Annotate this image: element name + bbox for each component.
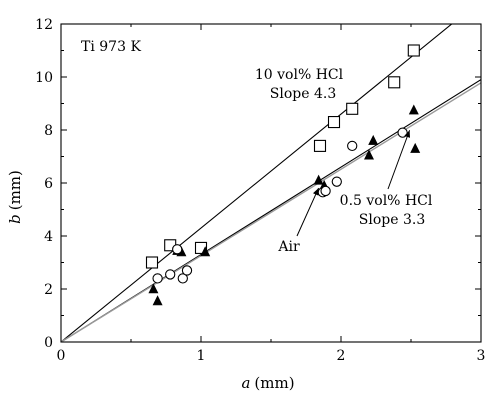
square-marker (327, 116, 341, 129)
square-marker (145, 256, 159, 269)
air-label: Air (277, 239, 300, 255)
air-arrow-head (312, 188, 319, 196)
circle-marker (152, 273, 163, 284)
y-tick-label: 2 (44, 282, 53, 298)
y-tick-label: 10 (35, 70, 53, 86)
circle-marker (320, 185, 331, 197)
triangle-marker (200, 246, 211, 257)
y-tick-label: 12 (35, 17, 53, 33)
square-marker (407, 44, 420, 57)
y-tick-label: 4 (44, 229, 53, 245)
circle-marker (331, 176, 342, 187)
square-marker (388, 76, 401, 89)
condition-label: Ti 973 K (81, 39, 141, 55)
hcl05-label: 0.5 vol% HCl (340, 193, 433, 209)
circle-marker (177, 273, 188, 284)
triangle-marker (148, 283, 159, 294)
fit-line-1 (61, 24, 453, 342)
fit-line-3 (61, 82, 481, 342)
fit-lines (61, 24, 481, 342)
y-axis-label: b(mm) (6, 170, 24, 224)
hcl05-arrow (387, 130, 411, 190)
triangle-marker (410, 142, 421, 153)
circle-marker (172, 244, 183, 255)
air-arrow (296, 187, 320, 237)
square-marker (313, 139, 327, 152)
triangle-marker (152, 295, 163, 306)
y-tick-label: 0 (44, 335, 53, 351)
hcl10-label: 10 vol% HCl (255, 67, 344, 83)
square-marker (346, 102, 359, 115)
x-tick-label: 1 (197, 348, 206, 364)
circle-marker (397, 127, 408, 138)
triangle-marker (364, 149, 374, 160)
hcl05-slope-label: Slope 3.3 (359, 212, 425, 228)
triangle-marker (313, 174, 324, 185)
triangle-marker (368, 134, 379, 145)
x-tick-label: 2 (337, 348, 346, 364)
circle-marker (347, 140, 358, 152)
triangle-marker (408, 104, 419, 115)
hcl05-arrow-head (404, 130, 411, 138)
y-tick-label: 8 (44, 123, 53, 139)
circle-marker (165, 269, 176, 280)
x-tick-label: 0 (57, 348, 66, 364)
hcl10-slope-label: Slope 4.3 (270, 86, 336, 102)
y-tick-label: 6 (44, 176, 53, 192)
annotation-arrows (296, 130, 411, 237)
x-tick-label: 3 (477, 348, 486, 364)
x-axis-label: a (mm) (241, 374, 294, 392)
data-points (145, 44, 421, 306)
square-marker (194, 241, 208, 254)
circle-marker (181, 265, 193, 276)
